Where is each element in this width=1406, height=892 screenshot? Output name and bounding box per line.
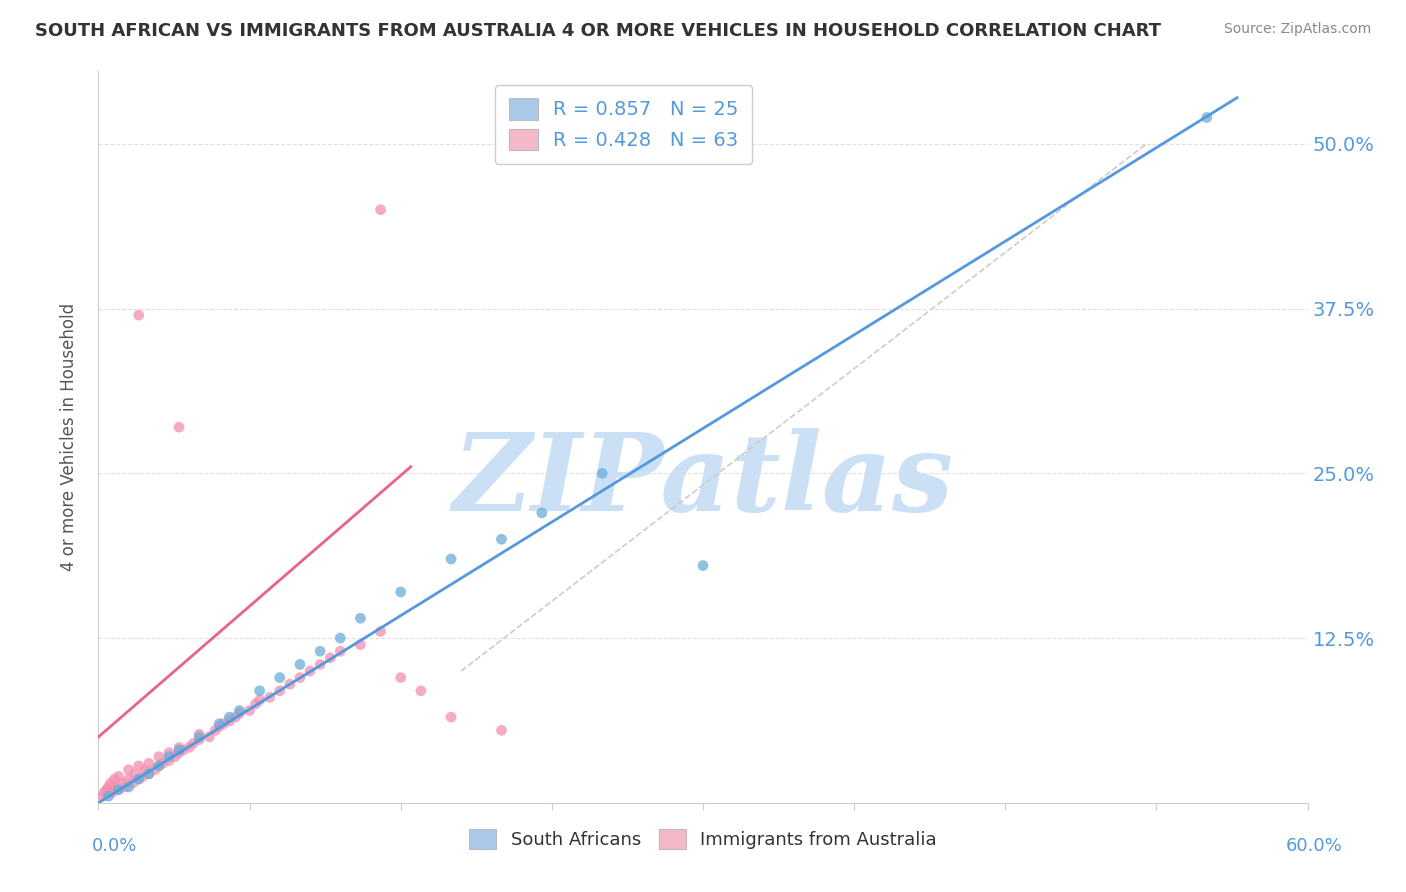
Point <box>148 759 170 773</box>
Point <box>228 704 250 718</box>
Point <box>128 772 150 786</box>
Point <box>163 749 186 764</box>
Point <box>370 202 392 217</box>
Point <box>249 693 271 707</box>
Point <box>259 690 281 705</box>
Point <box>128 759 150 773</box>
Point <box>128 772 150 786</box>
Point <box>692 558 714 573</box>
Point <box>309 644 332 658</box>
Point <box>245 697 267 711</box>
Point <box>167 420 190 434</box>
Point <box>148 759 170 773</box>
Point <box>138 766 160 780</box>
Legend: South Africans, Immigrants from Australia: South Africans, Immigrants from Australi… <box>458 818 948 860</box>
Point <box>389 671 412 685</box>
Point <box>208 716 231 731</box>
Point <box>409 683 432 698</box>
Point <box>1195 111 1218 125</box>
Point <box>157 746 180 760</box>
Point <box>218 710 240 724</box>
Text: ZIPatlas: ZIPatlas <box>453 428 953 534</box>
Y-axis label: 4 or more Vehicles in Household: 4 or more Vehicles in Household <box>59 303 77 571</box>
Point <box>349 638 371 652</box>
Point <box>138 756 160 771</box>
Point <box>208 719 231 733</box>
Point <box>440 710 463 724</box>
Point <box>288 657 311 672</box>
Point <box>132 769 155 783</box>
Point <box>93 785 115 799</box>
Point <box>167 740 190 755</box>
Point <box>97 780 120 794</box>
Point <box>188 730 211 744</box>
Point <box>124 766 146 780</box>
Point <box>103 772 125 786</box>
Point <box>228 706 250 721</box>
Point <box>138 766 160 780</box>
Point <box>91 789 114 804</box>
Point <box>249 683 271 698</box>
Point <box>181 737 204 751</box>
Point <box>96 782 118 797</box>
Point <box>107 782 129 797</box>
Point <box>309 657 332 672</box>
Point <box>389 585 412 599</box>
Point <box>188 727 211 741</box>
Point <box>118 780 141 794</box>
Text: 60.0%: 60.0% <box>1286 837 1343 855</box>
Point <box>329 644 352 658</box>
Point <box>491 723 513 738</box>
Point <box>167 746 190 760</box>
Point <box>118 772 141 786</box>
Point <box>370 624 392 639</box>
Point <box>101 785 124 799</box>
Point <box>269 683 291 698</box>
Point <box>134 763 156 777</box>
Point <box>440 552 463 566</box>
Point <box>179 740 201 755</box>
Point <box>239 704 262 718</box>
Point <box>204 723 226 738</box>
Point <box>218 714 240 728</box>
Point <box>172 743 194 757</box>
Point <box>103 780 125 794</box>
Point <box>100 776 122 790</box>
Point <box>329 631 352 645</box>
Point <box>114 780 136 794</box>
Point <box>198 730 221 744</box>
Point <box>157 749 180 764</box>
Point <box>349 611 371 625</box>
Point <box>319 650 342 665</box>
Point <box>188 732 211 747</box>
Point <box>121 776 143 790</box>
Point <box>118 763 141 777</box>
Text: Source: ZipAtlas.com: Source: ZipAtlas.com <box>1223 22 1371 37</box>
Point <box>269 671 291 685</box>
Point <box>278 677 301 691</box>
Point <box>167 743 190 757</box>
Point <box>148 749 170 764</box>
Point <box>111 776 134 790</box>
Point <box>530 506 553 520</box>
Point <box>212 716 235 731</box>
Point <box>224 710 246 724</box>
Point <box>128 308 150 322</box>
Text: 0.0%: 0.0% <box>91 837 136 855</box>
Point <box>491 533 513 547</box>
Point <box>591 467 613 481</box>
Point <box>299 664 322 678</box>
Point <box>152 756 174 771</box>
Text: SOUTH AFRICAN VS IMMIGRANTS FROM AUSTRALIA 4 OR MORE VEHICLES IN HOUSEHOLD CORRE: SOUTH AFRICAN VS IMMIGRANTS FROM AUSTRAL… <box>35 22 1161 40</box>
Point <box>157 754 180 768</box>
Point <box>288 671 311 685</box>
Point <box>143 763 166 777</box>
Point <box>107 782 129 797</box>
Point <box>97 789 120 804</box>
Point <box>107 769 129 783</box>
